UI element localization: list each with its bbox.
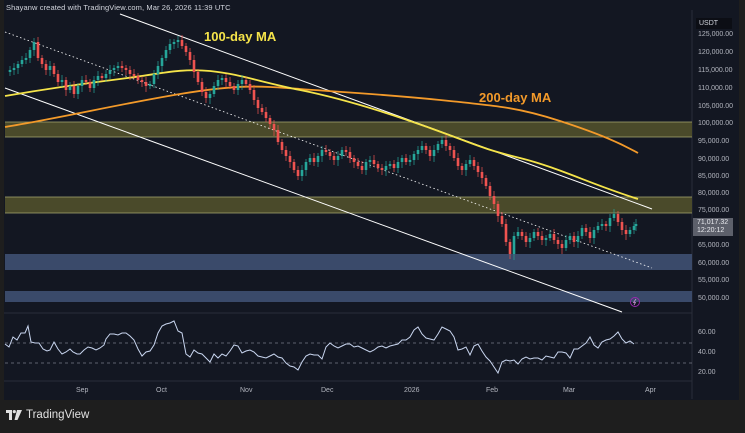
price-tick-label: 50,000.00 — [698, 295, 730, 302]
time-tick-label: Apr — [645, 387, 656, 394]
price-tick-label: 110,000.00 — [698, 85, 733, 92]
ma200-label: 200-day MA — [479, 90, 552, 105]
tradingview-logo-icon — [6, 410, 22, 420]
price-tick-label: 60,000.00 — [698, 260, 730, 267]
price-tick-label: 95,000.00 — [698, 138, 730, 145]
ma100-label: 100-day MA — [204, 29, 277, 44]
time-tick-label: Oct — [156, 387, 167, 394]
price-tick-label: 75,000.00 — [698, 207, 730, 214]
rsi-line[interactable] — [4, 320, 635, 375]
price-tick-label: 115,000.00 — [698, 67, 733, 74]
time-tick-label: Mar — [563, 387, 576, 394]
time-tick-label: 2026 — [404, 387, 420, 394]
price-tick-label: 55,000.00 — [698, 277, 730, 284]
lightning-icon[interactable] — [630, 297, 640, 307]
watermark: Shayanw created with TradingView.com, Ma… — [6, 3, 231, 12]
supply-zone-upper — [5, 121, 692, 138]
price-tick-label: 65,000.00 — [698, 242, 730, 249]
time-tick-label: Nov — [240, 387, 253, 394]
tradingview-logo[interactable]: TradingView — [6, 409, 89, 421]
current-price-tag: 71,017.32 12:20:12 — [693, 218, 733, 236]
right-edge — [739, 0, 745, 400]
price-tick-label: 90,000.00 — [698, 156, 730, 163]
supply-zone-lower — [5, 196, 692, 214]
channel-lower-line[interactable] — [4, 87, 623, 313]
time-tick-label: Dec — [321, 387, 334, 394]
current-price-value: 71,017.32 — [697, 219, 729, 226]
currency-label[interactable]: USDT — [696, 18, 732, 29]
ma100-line[interactable] — [4, 69, 639, 200]
price-tick-label: 120,000.00 — [698, 49, 734, 56]
tradingview-brand: TradingView — [26, 409, 90, 421]
time-tick-label: Sep — [76, 387, 89, 394]
price-tick-label: 105,000.00 — [698, 103, 734, 110]
channel-midline[interactable] — [4, 31, 653, 269]
demand-zone-lower — [5, 291, 692, 302]
price-tick-label: 85,000.00 — [698, 173, 730, 180]
price-tick-label: 100,000.00 — [698, 120, 734, 127]
price-tick-label: 80,000.00 — [698, 190, 730, 197]
time-tick-label: Feb — [486, 387, 499, 394]
channel-upper-line[interactable] — [119, 13, 653, 210]
price-tick-label: 125,000.00 — [698, 31, 734, 38]
demand-zone-upper — [5, 254, 692, 270]
rsi-tick-label: 40.00 — [698, 349, 716, 356]
candle-countdown: 12:20:12 — [697, 227, 725, 234]
rsi-tick-label: 20.00 — [698, 369, 716, 376]
rsi-tick-label: 60.00 — [698, 329, 716, 336]
candlesticks[interactable] — [8, 35, 638, 260]
ma200-line[interactable] — [4, 85, 639, 154]
